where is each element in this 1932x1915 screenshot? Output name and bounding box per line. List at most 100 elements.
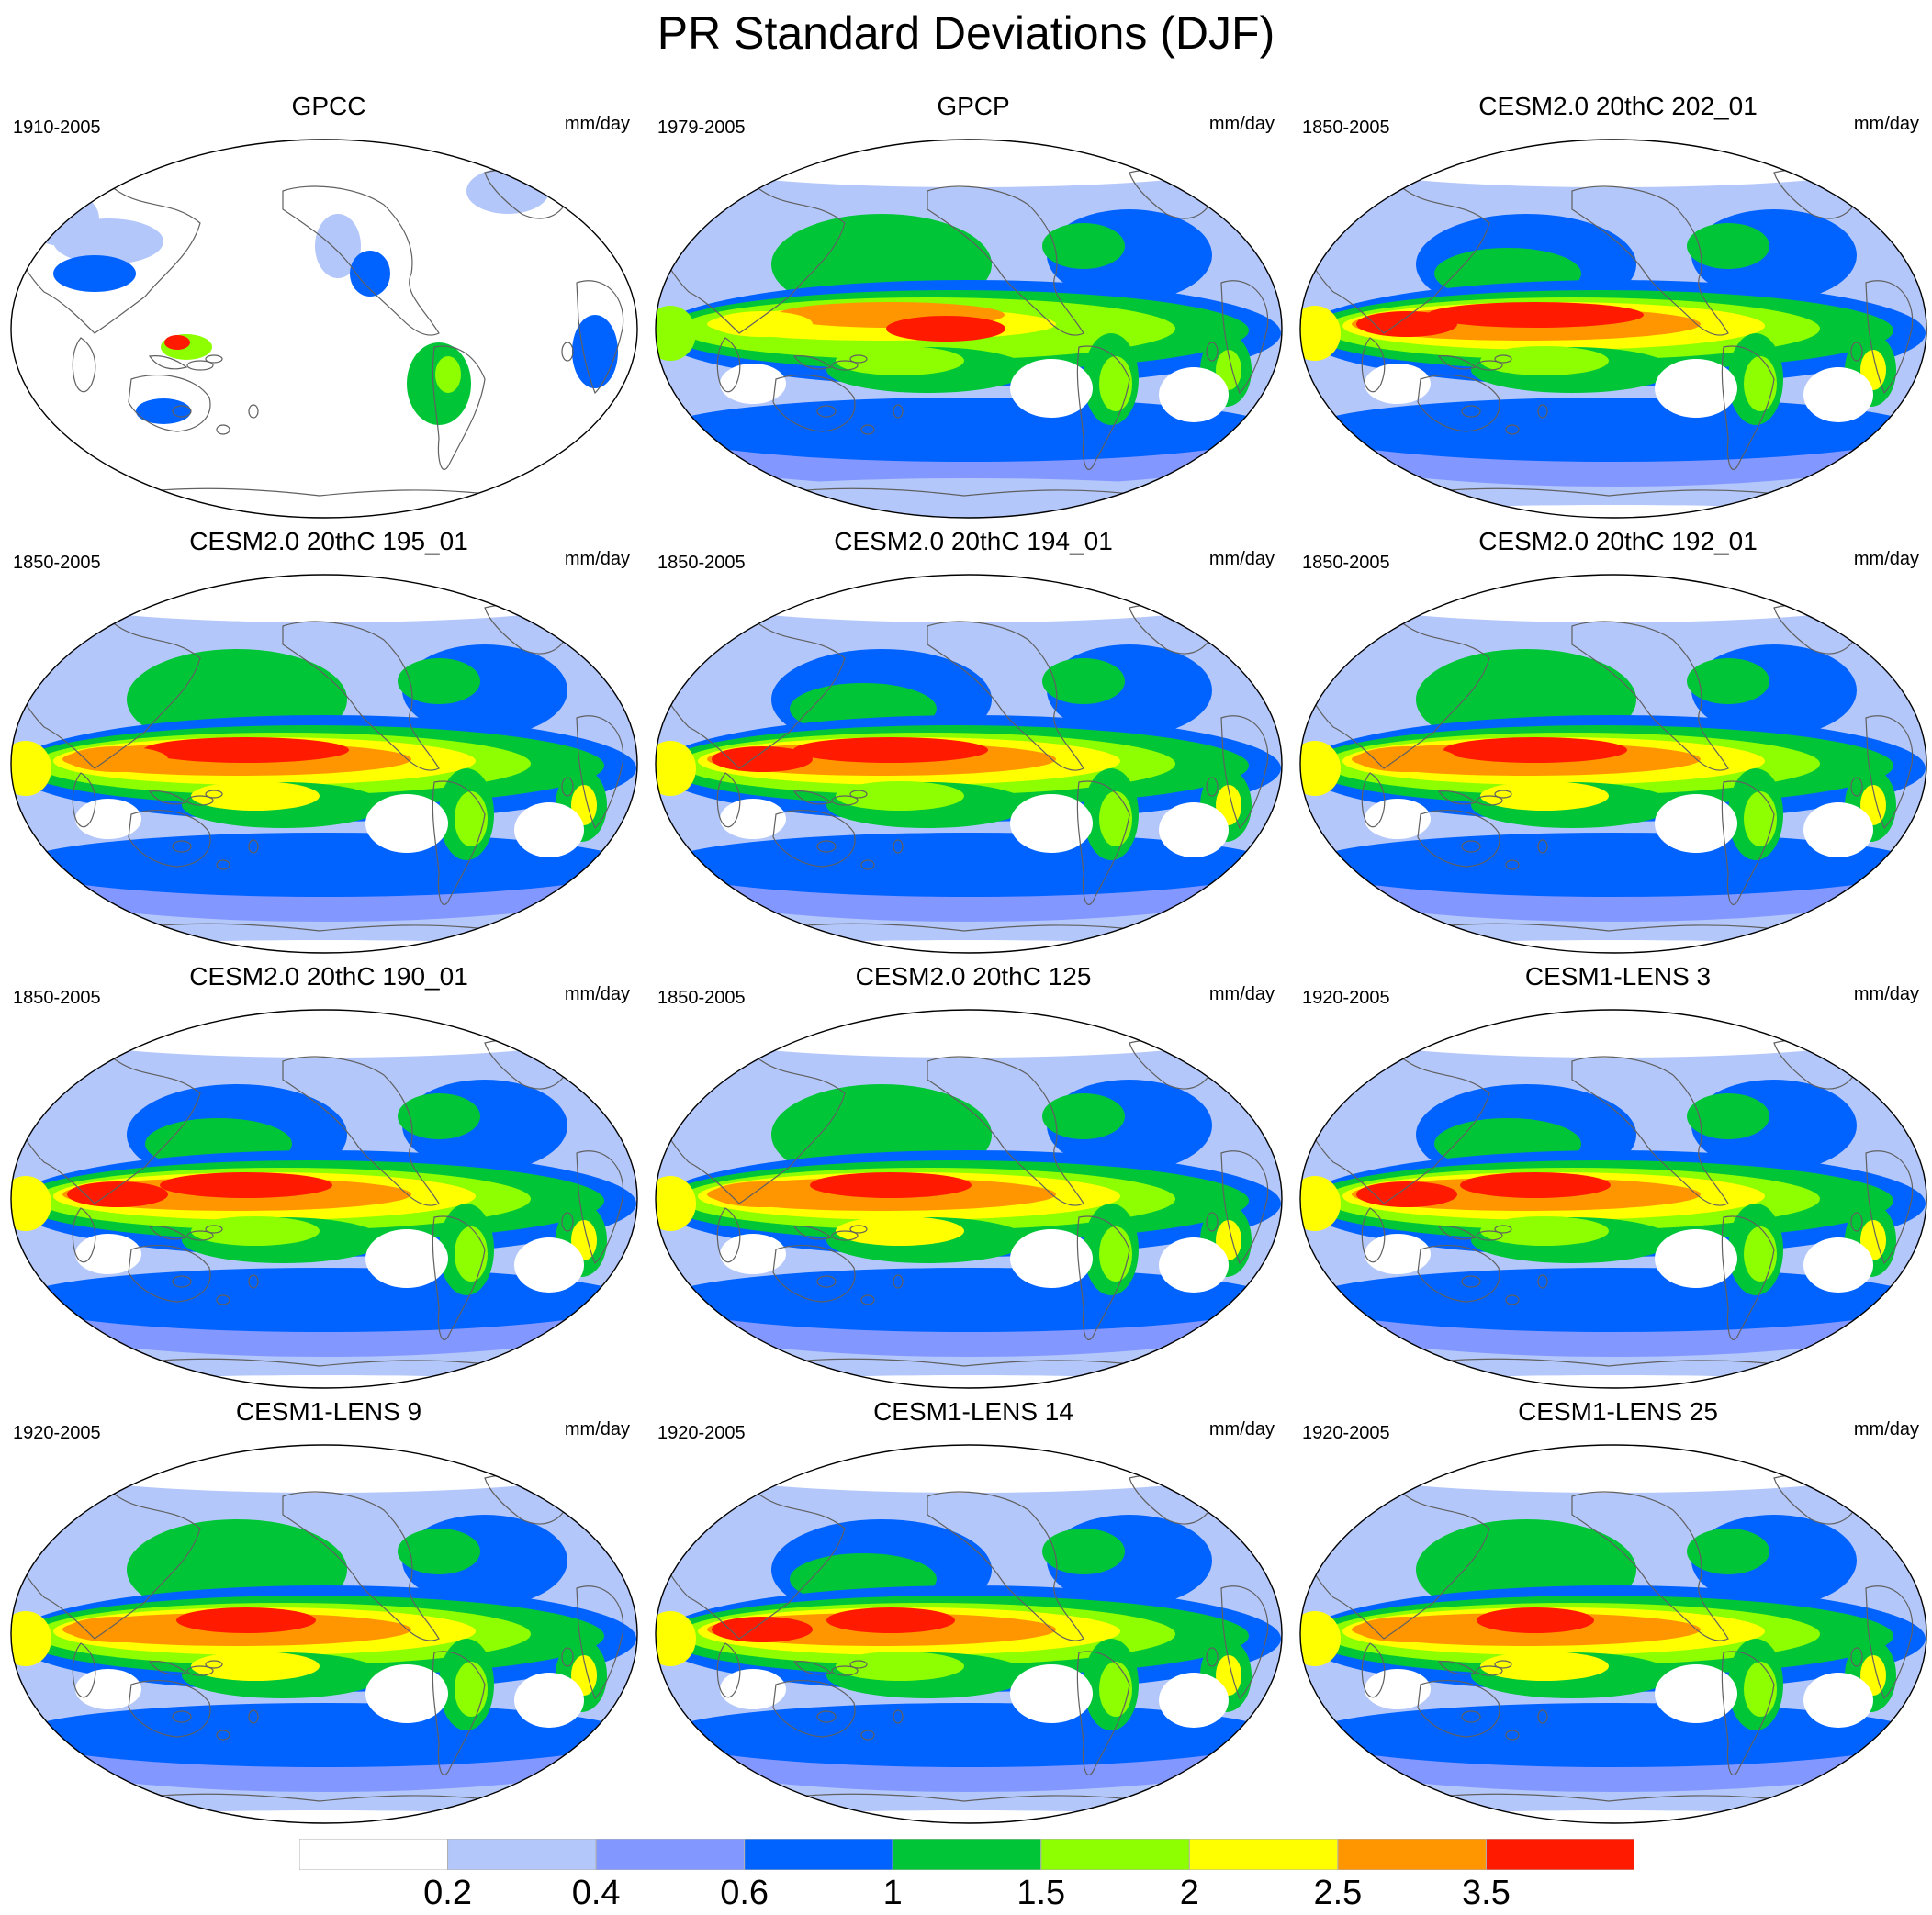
island-outline bbox=[172, 1275, 192, 1288]
map-frame bbox=[10, 1009, 638, 1389]
coastline bbox=[1076, 1215, 1130, 1340]
coastlines bbox=[1300, 1474, 1914, 1823]
island-outline bbox=[1850, 1212, 1863, 1232]
panel-title: CESM2.0 20thC 202_01 bbox=[1478, 92, 1758, 120]
island-outline bbox=[1537, 839, 1548, 854]
precip-contour bbox=[191, 781, 320, 811]
coastline bbox=[1361, 337, 1386, 393]
map-panel: CESM1-LENS 25 1920-2005 mm/day bbox=[1297, 1397, 1932, 1829]
coastline bbox=[927, 1491, 1084, 1641]
island-outline bbox=[1494, 1225, 1512, 1234]
island-outline bbox=[205, 790, 223, 799]
precip-contour bbox=[793, 737, 988, 763]
colorbar-swatches bbox=[299, 1839, 1634, 1870]
map-panel: CESM2.0 20thC 202_01 1850-2005 mm/day bbox=[1297, 92, 1932, 523]
precip-contour bbox=[1744, 1226, 1777, 1282]
precip-contour bbox=[1687, 223, 1769, 269]
precip-contour bbox=[1375, 1810, 1852, 1823]
island-outline bbox=[1206, 1647, 1219, 1667]
island-outline bbox=[561, 1212, 574, 1232]
panel-title: CESM1-LENS 3 bbox=[1524, 962, 1712, 991]
precip-contour bbox=[160, 1172, 332, 1198]
island-outline bbox=[205, 1660, 223, 1669]
field-background bbox=[11, 140, 637, 518]
coastline bbox=[716, 1207, 741, 1263]
colorbar-swatch bbox=[1485, 1839, 1634, 1870]
precip-contour bbox=[1365, 1669, 1431, 1709]
island-outline bbox=[1206, 1212, 1219, 1232]
precip-contour bbox=[1356, 746, 1457, 772]
precip-contour bbox=[1159, 1237, 1229, 1293]
island-outline bbox=[216, 1730, 230, 1741]
precip-contour bbox=[1480, 1216, 1609, 1246]
precip-contour bbox=[1744, 356, 1777, 411]
precip-contour bbox=[455, 1662, 488, 1717]
island-outline bbox=[1476, 1230, 1503, 1241]
precip-contour bbox=[720, 1669, 786, 1709]
precip-field bbox=[1300, 1445, 1926, 1823]
coastline bbox=[148, 1661, 188, 1675]
island-outline bbox=[1206, 342, 1219, 362]
coastline bbox=[1721, 1651, 1775, 1775]
panel-units: mm/day bbox=[1208, 549, 1275, 569]
map-panel: CESM1-LENS 3 1920-2005 mm/day bbox=[1297, 962, 1932, 1394]
precip-contour bbox=[164, 335, 190, 350]
island-outline bbox=[1461, 1710, 1481, 1723]
precip-contour bbox=[1042, 1093, 1125, 1139]
coastline bbox=[1417, 1244, 1500, 1303]
precip-field bbox=[656, 140, 1282, 518]
coastline bbox=[1437, 1661, 1477, 1675]
precip-contour bbox=[85, 1810, 563, 1823]
map-frame bbox=[1299, 574, 1927, 954]
coastline bbox=[576, 1585, 624, 1700]
coastline bbox=[282, 1056, 440, 1206]
panel-units: mm/day bbox=[1208, 114, 1275, 134]
coastline bbox=[772, 1244, 856, 1303]
map-panel: CESM2.0 20thC 192_01 1850-2005 mm/day bbox=[1297, 527, 1932, 958]
colorbar-swatch bbox=[1337, 1839, 1487, 1870]
precip-contour bbox=[1803, 1237, 1873, 1293]
world-map bbox=[10, 1009, 638, 1389]
island-outline bbox=[849, 790, 868, 799]
precip-contour bbox=[1099, 791, 1132, 846]
panel-title: CESM2.0 20thC 194_01 bbox=[834, 527, 1113, 555]
island-outline bbox=[831, 360, 859, 371]
precip-contour bbox=[1099, 356, 1132, 411]
island-outline bbox=[1494, 354, 1512, 364]
coastline bbox=[1437, 355, 1477, 370]
precip-contour bbox=[1460, 1172, 1611, 1198]
island-outline bbox=[860, 1730, 875, 1741]
coastline bbox=[1721, 1215, 1775, 1340]
precip-field bbox=[11, 140, 637, 518]
map-panel: CESM2.0 20thC 190_01 1850-2005 mm/day bbox=[7, 962, 650, 1394]
coastline bbox=[927, 621, 1084, 771]
map-frame bbox=[10, 139, 638, 519]
coastline bbox=[1417, 809, 1500, 868]
coastline bbox=[282, 621, 440, 771]
coastline bbox=[148, 1226, 188, 1240]
island-outline bbox=[216, 859, 230, 870]
precip-contour bbox=[712, 311, 813, 337]
island-outline bbox=[893, 839, 904, 854]
precip-contour bbox=[1655, 359, 1737, 418]
coastline bbox=[72, 1642, 96, 1698]
island-outline bbox=[172, 405, 192, 418]
precip-contour bbox=[730, 940, 1208, 953]
precip-contour bbox=[365, 1229, 448, 1288]
map-frame bbox=[10, 1444, 638, 1824]
coastline bbox=[282, 185, 440, 336]
coastline bbox=[1865, 1150, 1914, 1265]
precip-contour bbox=[1010, 1229, 1093, 1288]
island-outline bbox=[1505, 1730, 1520, 1741]
map-panel: CESM2.0 20thC 194_01 1850-2005 mm/day bbox=[652, 527, 1295, 958]
panel-units: mm/day bbox=[1853, 984, 1919, 1004]
panel-title: CESM1-LENS 25 bbox=[1518, 1397, 1718, 1426]
precip-contour bbox=[1365, 799, 1431, 839]
precip-contour bbox=[1356, 311, 1457, 337]
map-frame bbox=[1299, 139, 1927, 519]
precip-contour bbox=[1655, 1229, 1737, 1288]
precip-contour bbox=[730, 1375, 1208, 1388]
coastline bbox=[432, 780, 486, 905]
island-outline bbox=[561, 777, 574, 797]
island-outline bbox=[1850, 342, 1863, 362]
